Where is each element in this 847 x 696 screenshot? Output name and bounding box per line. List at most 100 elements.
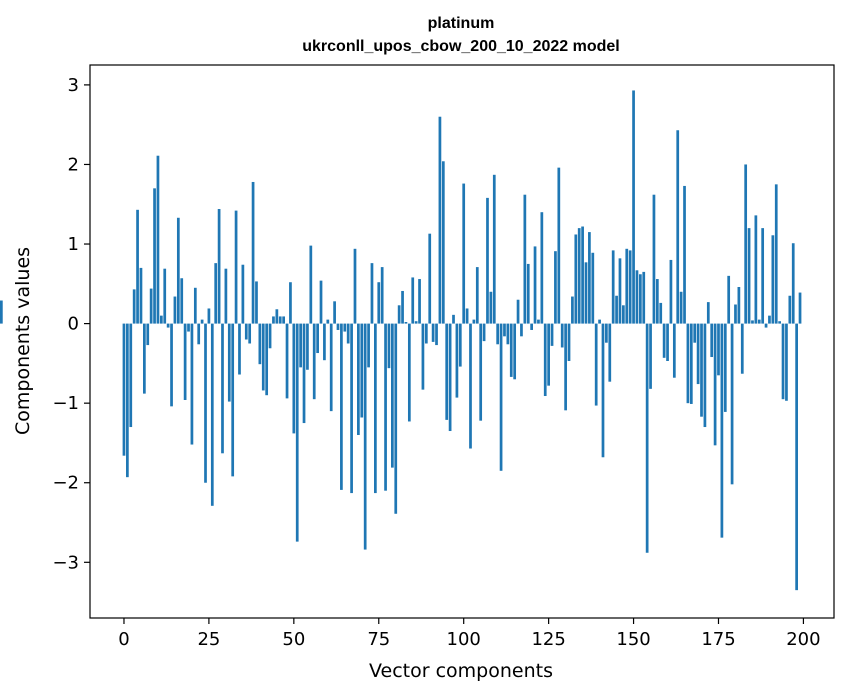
bar — [482, 323, 486, 342]
bar — [740, 323, 744, 374]
bar — [221, 323, 224, 454]
bar — [156, 155, 160, 324]
bar — [397, 305, 401, 324]
bar — [689, 323, 693, 404]
bar — [448, 323, 452, 432]
bar — [333, 301, 336, 324]
bar — [717, 323, 720, 376]
bar — [700, 323, 703, 417]
bar — [370, 263, 374, 324]
y-tick-label: 0 — [68, 314, 79, 335]
bar — [499, 323, 503, 471]
bar — [509, 323, 513, 377]
bar — [652, 194, 656, 324]
bar — [560, 323, 564, 348]
y-tick-label: −3 — [52, 552, 79, 573]
bar — [791, 243, 795, 324]
bar — [187, 323, 190, 332]
x-tick-label: 200 — [786, 629, 820, 650]
bar — [329, 323, 333, 412]
bar — [309, 245, 313, 324]
bar — [214, 263, 218, 324]
bar — [404, 322, 408, 324]
bar — [272, 316, 275, 324]
bar — [465, 308, 469, 324]
bar — [336, 323, 340, 330]
bar — [428, 233, 432, 324]
bar — [605, 323, 608, 343]
bar — [353, 248, 357, 324]
bar — [170, 323, 173, 407]
bar — [438, 116, 442, 324]
x-tick-label: 125 — [531, 629, 565, 650]
x-axis-label: Vector components — [369, 660, 553, 682]
bar — [781, 323, 785, 400]
bar — [496, 323, 500, 345]
x-tick-label: 100 — [447, 629, 481, 650]
chart-subtitle: ukrconll_upos_cbow_200_10_2022 model — [302, 38, 619, 55]
bar — [244, 323, 248, 340]
bar — [506, 323, 510, 345]
bar — [289, 282, 292, 324]
bar — [193, 287, 197, 324]
bar — [462, 183, 466, 324]
x-tick-label: 75 — [367, 629, 390, 650]
bar — [278, 316, 282, 324]
bar — [611, 250, 615, 324]
bar — [628, 250, 632, 324]
bar — [757, 319, 761, 324]
bar — [622, 305, 625, 324]
bar — [642, 271, 646, 324]
bar — [401, 290, 404, 324]
bar — [316, 323, 319, 354]
bar — [591, 252, 595, 324]
y-tick-label: 3 — [68, 75, 79, 96]
x-tick-label: 50 — [282, 629, 305, 650]
bar — [723, 323, 727, 412]
bar — [666, 323, 669, 361]
bar — [340, 323, 343, 490]
bar — [550, 323, 554, 346]
bar — [537, 319, 540, 324]
bar — [129, 323, 133, 428]
bar — [190, 323, 194, 445]
bar — [261, 323, 265, 391]
bar — [679, 291, 683, 324]
bar — [306, 323, 309, 370]
bar — [136, 209, 139, 324]
bar — [452, 314, 455, 324]
bar — [159, 315, 163, 324]
bar — [703, 323, 707, 428]
bar — [523, 194, 527, 324]
bar — [248, 323, 252, 344]
bar — [455, 323, 459, 398]
bar — [727, 275, 731, 324]
bar — [615, 295, 618, 324]
bar — [778, 321, 781, 324]
bar — [492, 174, 496, 324]
bar — [292, 323, 296, 434]
bar — [754, 215, 758, 324]
bar — [431, 323, 435, 342]
bar — [774, 184, 778, 324]
bar — [557, 167, 561, 324]
bar — [540, 212, 544, 324]
bar — [421, 323, 425, 390]
plot-area-frame — [89, 64, 835, 619]
bar — [275, 309, 279, 324]
bar — [414, 321, 418, 324]
bar — [520, 323, 523, 337]
bar — [526, 263, 530, 324]
bar — [601, 323, 605, 458]
bar — [761, 228, 765, 324]
bar — [713, 323, 717, 446]
bar — [771, 235, 775, 324]
bar — [166, 323, 170, 328]
bar — [686, 323, 690, 404]
bar — [360, 323, 364, 418]
bar — [231, 323, 235, 477]
bar — [0, 300, 3, 324]
bar — [441, 161, 445, 324]
bar — [672, 323, 676, 378]
bar — [173, 296, 177, 324]
